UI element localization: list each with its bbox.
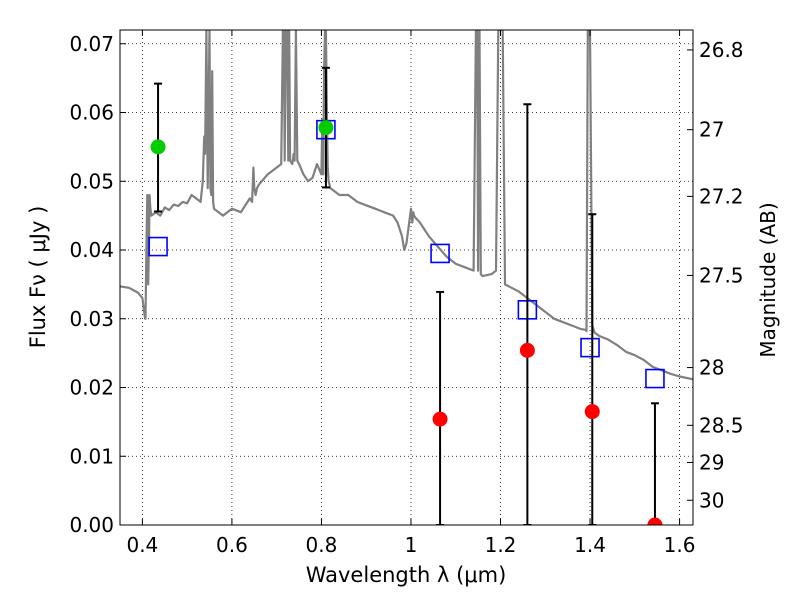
axes-frame bbox=[119, 29, 694, 526]
y-tick-label: 0.06 bbox=[69, 101, 114, 125]
y2-tick-label: 27.2 bbox=[699, 184, 744, 208]
y2-tick-label: 27.5 bbox=[699, 263, 744, 287]
observed-flux-point bbox=[318, 120, 334, 136]
y-tick-label: 0.01 bbox=[69, 444, 114, 468]
grid-lines bbox=[120, 30, 693, 526]
y2-tick-label: 28 bbox=[699, 356, 724, 380]
y2-tick-label: 28.5 bbox=[699, 413, 744, 437]
y-tick-label: 0.02 bbox=[69, 376, 114, 400]
observed-flux-point bbox=[584, 404, 600, 420]
plot-area bbox=[120, 30, 693, 525]
x-tick-label: 0.8 bbox=[306, 533, 338, 557]
y-tick-label: 0.07 bbox=[69, 32, 114, 56]
y2-tick-label: 27 bbox=[699, 118, 724, 142]
y2-tick-label: 30 bbox=[699, 488, 724, 512]
x-tick-label: 1.4 bbox=[574, 533, 606, 557]
observed-flux-point bbox=[150, 139, 166, 155]
y-tick-label: 0.05 bbox=[69, 169, 114, 193]
y-tick-label: 0.03 bbox=[69, 307, 114, 331]
observed-flux-point bbox=[432, 411, 448, 427]
axis-ticks: 0.4 0.6 0.8 1 1.2 1.4 1.6 0.00 0.01 0.02 0.03 0.04 0… bbox=[69, 30, 744, 557]
y-tick-label: 0.00 bbox=[69, 513, 114, 537]
plot-content bbox=[120, 30, 693, 525]
x-tick-label: 1.2 bbox=[485, 533, 517, 557]
x-tick-label: 1.6 bbox=[664, 533, 696, 557]
y2-tick-label: 29 bbox=[699, 450, 724, 474]
x-tick-label: 0.4 bbox=[126, 533, 158, 557]
observed-flux-point bbox=[647, 517, 663, 525]
x-axis-label: Wavelength λ (μm) bbox=[306, 563, 507, 587]
y-tick-label: 0.04 bbox=[69, 238, 114, 262]
model-spectrum-line bbox=[120, 30, 693, 381]
y2-axis-label: Magnitude (AB) bbox=[756, 202, 780, 357]
y2-tick-label: 26.8 bbox=[699, 38, 744, 62]
model-flux-square bbox=[645, 368, 665, 389]
model-flux-square bbox=[148, 236, 168, 257]
observed-flux-point bbox=[519, 342, 535, 358]
y-axis-label: Flux Fν ( μJy ) bbox=[26, 206, 50, 349]
x-tick-label: 0.6 bbox=[216, 533, 248, 557]
model-flux-square bbox=[430, 243, 450, 264]
model-flux-square bbox=[580, 337, 600, 358]
x-tick-label: 1 bbox=[405, 533, 418, 557]
